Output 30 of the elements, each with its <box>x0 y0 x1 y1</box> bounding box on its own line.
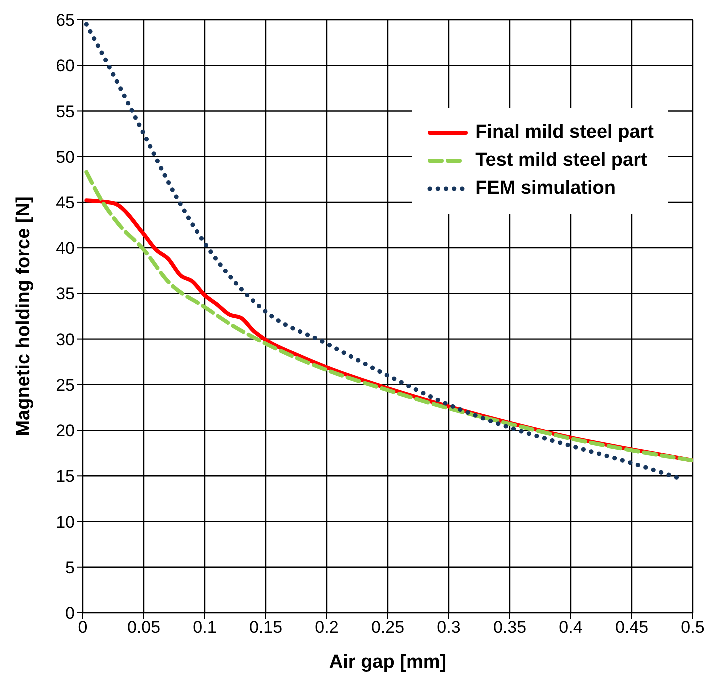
x-tick-label: 0 <box>78 618 88 638</box>
x-tick-label: 0.5 <box>681 618 705 638</box>
x-tick-label: 0.25 <box>371 618 405 638</box>
y-tick-label: 10 <box>56 512 75 532</box>
x-tick-label: 0.15 <box>249 618 283 638</box>
y-tick-label: 45 <box>56 193 75 212</box>
legend-label: Final mild steel part <box>476 122 654 144</box>
x-tick-label: 0.3 <box>437 618 461 638</box>
y-tick-label: 25 <box>56 376 75 395</box>
y-tick-label: 30 <box>56 330 75 350</box>
y-tick-label: 55 <box>56 102 75 122</box>
legend-label: Test mild steel part <box>476 150 648 172</box>
x-axis-title: Air gap [mm] <box>329 652 447 673</box>
x-tick-label: 0.4 <box>559 618 583 638</box>
y-tick-label: 40 <box>56 239 75 258</box>
y-tick-label: 5 <box>66 558 75 578</box>
y-tick-label: 60 <box>56 56 75 76</box>
y-axis-title: Magnetic holding force [N] <box>14 196 35 436</box>
legend-label: FEM simulation <box>476 178 616 200</box>
x-tick-label: 0.2 <box>315 618 339 638</box>
y-tick-label: 20 <box>56 422 75 441</box>
x-tick-label: 0.1 <box>193 618 217 638</box>
x-tick-label: 0.35 <box>493 618 527 638</box>
y-tick-label: 65 <box>56 11 75 30</box>
x-tick-label: 0.45 <box>615 618 649 638</box>
y-tick-label: 15 <box>56 467 75 486</box>
y-tick-label: 50 <box>56 148 75 167</box>
x-tick-label: 0.05 <box>127 618 161 638</box>
y-tick-label: 35 <box>56 284 75 304</box>
y-tick-label: 0 <box>66 604 75 624</box>
